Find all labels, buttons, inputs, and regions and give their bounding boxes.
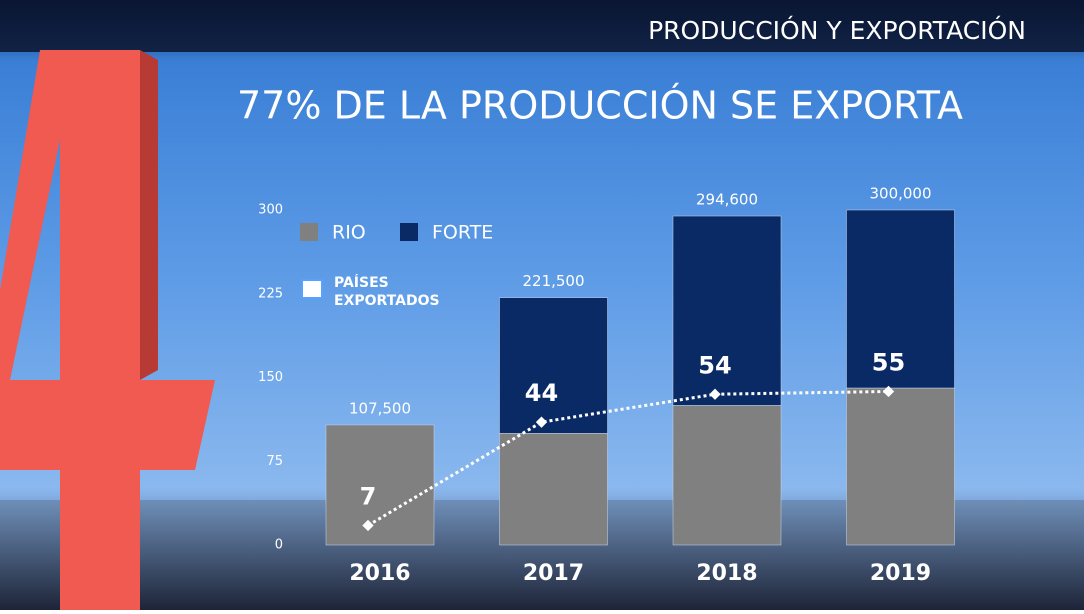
decor-four-side	[140, 50, 158, 380]
bar-segment	[499, 297, 608, 434]
line-point	[882, 385, 895, 398]
top-band	[0, 0, 1084, 52]
point-label: 55	[872, 348, 905, 376]
x-tick-label: 2016	[349, 561, 410, 586]
line-point	[362, 519, 374, 532]
line-point	[535, 416, 548, 428]
total-label: 221,500	[522, 272, 584, 290]
legend-label: RIO	[332, 222, 366, 244]
line	[367, 389, 889, 527]
total-label: 300,000	[869, 185, 931, 203]
bar-segment	[846, 387, 955, 546]
legend-label-box: PAÍSES EXPORTADOS	[334, 275, 440, 309]
legend-label: PAÍSES EXPORTADOS	[334, 275, 440, 309]
legend-swatch	[400, 223, 418, 241]
total-label: 294,600	[696, 191, 758, 209]
bar-segment	[672, 405, 782, 546]
y-tick-label: 0	[275, 538, 283, 553]
x-tick-label: 2019	[870, 561, 931, 586]
legend-swatch	[301, 279, 323, 299]
y-tick-label: 75	[266, 454, 283, 469]
total-label: 107,500	[349, 399, 411, 417]
bar-segment	[672, 215, 782, 406]
legend-swatch	[300, 223, 318, 241]
y-tick-label: 300	[258, 203, 283, 218]
legend-label: FORTE	[432, 222, 493, 244]
line-point	[709, 388, 721, 400]
point-label: 54	[698, 351, 731, 379]
x-tick-label: 2018	[696, 561, 757, 586]
decor-four	[0, 50, 215, 610]
bar-segment	[325, 424, 435, 546]
bar-segment	[846, 209, 955, 389]
point-label: 7	[360, 482, 377, 510]
bar-segment	[499, 433, 608, 546]
header: PRODUCCIÓN Y EXPORTACIÓN	[648, 15, 1026, 45]
chart-title: 77% DE LA PRODUCCIÓN SE EXPORTA	[237, 84, 963, 128]
x-tick-label: 2017	[523, 561, 584, 586]
point-label: 44	[525, 379, 558, 407]
y-tick-label: 225	[258, 286, 283, 301]
y-tick-label: 150	[258, 370, 283, 385]
